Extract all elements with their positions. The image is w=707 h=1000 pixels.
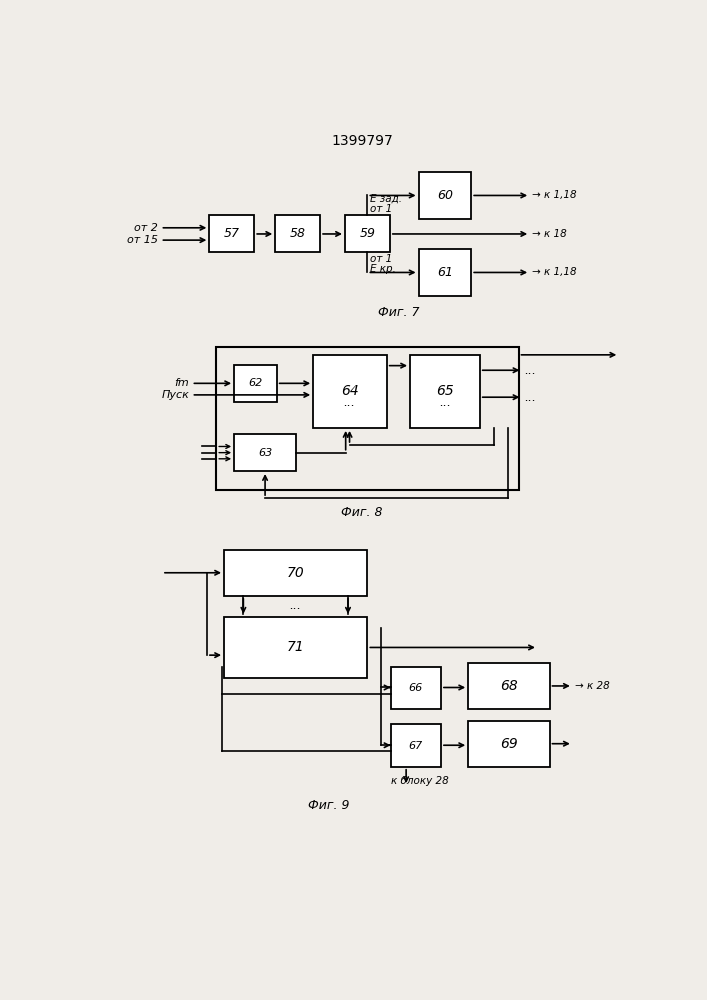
Text: fm: fm <box>175 378 189 388</box>
Text: Фиг. 9: Фиг. 9 <box>308 799 349 812</box>
Text: 58: 58 <box>290 227 305 240</box>
Bar <box>468 663 549 709</box>
Text: ...: ... <box>439 396 451 409</box>
Bar <box>468 721 549 767</box>
Text: → к 18: → к 18 <box>532 229 567 239</box>
Text: 65: 65 <box>436 384 454 398</box>
Bar <box>419 249 472 296</box>
Bar <box>410 355 480 428</box>
Bar <box>419 172 472 219</box>
Text: от 2: от 2 <box>134 223 158 233</box>
Text: ...: ... <box>525 364 537 377</box>
Text: Е зад.: Е зад. <box>370 194 402 204</box>
Text: к блоку 28: к блоку 28 <box>391 776 448 786</box>
Text: → к 1,18: → к 1,18 <box>532 267 577 277</box>
Bar <box>313 355 387 428</box>
Text: ...: ... <box>289 599 301 612</box>
Text: → к 28: → к 28 <box>575 681 610 691</box>
Text: от 1: от 1 <box>370 254 392 264</box>
Bar <box>275 215 320 252</box>
Text: от 1: от 1 <box>370 204 392 214</box>
Bar <box>209 215 255 252</box>
Text: 60: 60 <box>437 189 453 202</box>
Text: 61: 61 <box>437 266 453 279</box>
Text: 68: 68 <box>500 679 518 693</box>
Text: ...: ... <box>525 391 537 404</box>
Text: Е кр.: Е кр. <box>370 264 397 274</box>
Text: 63: 63 <box>258 448 272 458</box>
Text: 66: 66 <box>409 683 423 693</box>
Text: Пуск: Пуск <box>161 390 189 400</box>
Bar <box>216 347 518 490</box>
Text: Фиг. 8: Фиг. 8 <box>341 506 382 519</box>
Text: 57: 57 <box>223 227 240 240</box>
Text: 71: 71 <box>287 640 305 654</box>
Bar <box>391 667 441 709</box>
Text: от 15: от 15 <box>127 235 158 245</box>
Text: 64: 64 <box>341 384 359 398</box>
Text: 67: 67 <box>409 741 423 751</box>
Text: 69: 69 <box>500 737 518 751</box>
Bar <box>391 724 441 767</box>
Text: → к 1,18: → к 1,18 <box>532 190 577 200</box>
Bar <box>234 434 296 471</box>
Text: 59: 59 <box>359 227 375 240</box>
Bar <box>345 215 390 252</box>
Text: Фиг. 7: Фиг. 7 <box>378 306 419 319</box>
Text: 70: 70 <box>287 566 305 580</box>
Bar <box>224 617 368 678</box>
Bar <box>234 365 276 402</box>
Text: ...: ... <box>344 396 356 409</box>
Bar <box>224 550 368 596</box>
Text: 62: 62 <box>248 378 262 388</box>
Text: 1399797: 1399797 <box>331 134 393 148</box>
